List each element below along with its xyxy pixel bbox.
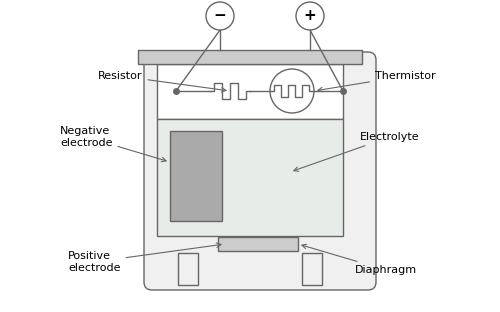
Bar — [138, 50, 362, 64]
Circle shape — [296, 2, 324, 30]
Bar — [157, 64, 343, 119]
Text: Thermistor: Thermistor — [318, 71, 436, 92]
FancyBboxPatch shape — [144, 52, 376, 290]
Bar — [302, 253, 322, 285]
Bar — [178, 253, 198, 285]
Text: −: − — [214, 8, 226, 23]
Text: Positive
electrode: Positive electrode — [68, 243, 221, 273]
Bar — [157, 119, 343, 236]
Text: Electrolyte: Electrolyte — [294, 132, 420, 171]
Circle shape — [206, 2, 234, 30]
Bar — [170, 131, 222, 221]
Bar — [218, 237, 298, 251]
Text: +: + — [304, 8, 316, 23]
Circle shape — [270, 69, 314, 113]
Text: Negative
electrode: Negative electrode — [60, 126, 166, 162]
Text: Resistor: Resistor — [98, 71, 226, 92]
Text: Diaphragm: Diaphragm — [302, 244, 417, 275]
